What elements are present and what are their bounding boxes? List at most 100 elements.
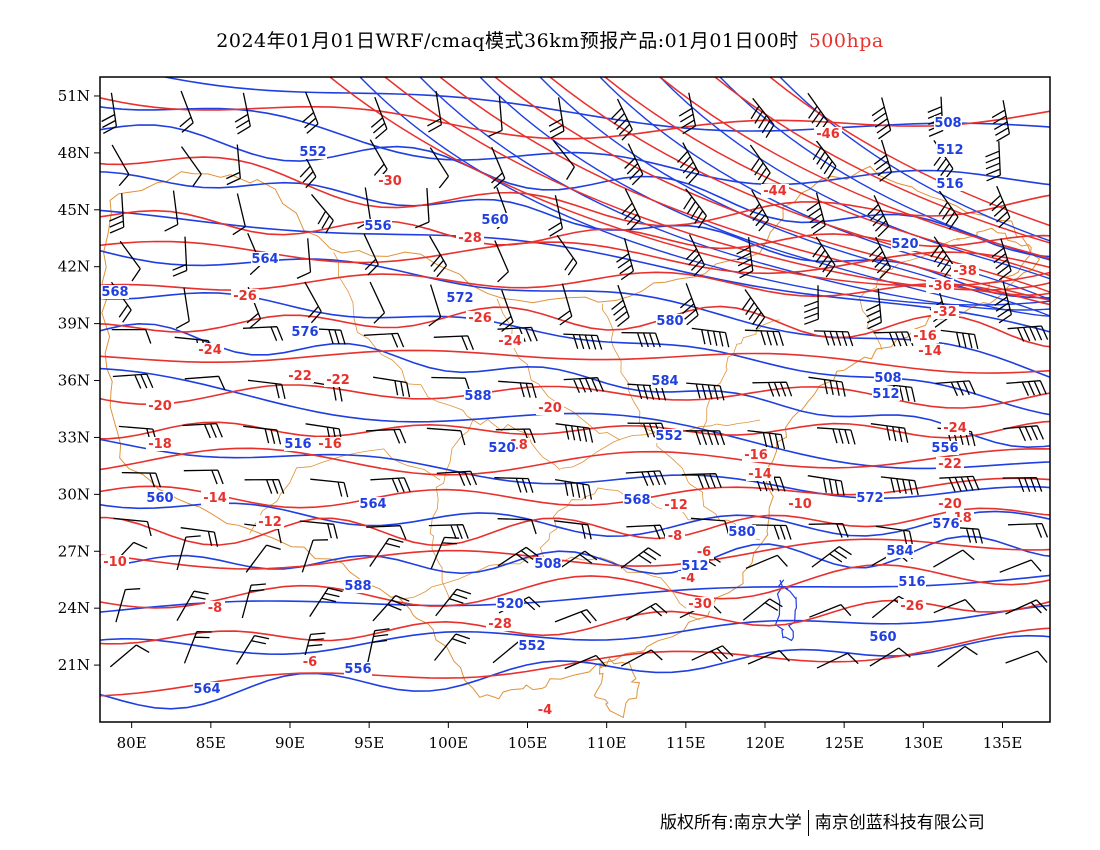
contour-label-bg [911,329,939,343]
contour-label-bg [872,387,900,401]
wind-barb [164,190,179,232]
height-contour [100,105,1050,186]
y-tick-label: 24N [58,599,90,617]
contour-label: 584 [651,374,678,389]
contour-label-bg [869,630,897,644]
contour-label: -46 [816,127,840,142]
contour-label: 580 [728,525,755,540]
temperature-contour [100,349,1050,374]
contour-label-bg [359,497,387,511]
wind-barb [880,476,919,496]
wind-barb [611,284,630,328]
wind-barb [627,383,667,401]
wind-barb [436,470,478,486]
contour-label-bg [284,437,312,451]
wind-barb [625,602,668,621]
wind-barb [869,236,891,279]
wind-barb [747,649,790,665]
footer-separator [807,810,809,836]
contour-label-bg [746,467,774,481]
contour-label: -26 [468,311,492,326]
contour-label-bg [932,517,960,531]
wind-barb [678,92,697,135]
contour-label: 516 [936,177,963,192]
wind-barb [933,549,975,568]
contour-label: -18 [148,437,172,452]
contour-label-bg [681,559,709,573]
wind-barb [679,283,699,326]
wind-barb [873,139,893,182]
contour-label: -14 [918,344,942,359]
title-level: 500hpa [808,30,884,52]
y-axis: 51N 48N 45N 42N 39N 36N 33N 30N 27N 24N 21N [58,87,100,674]
y-tick-label: 39N [58,315,90,333]
wind-barb [752,524,792,540]
taiwan-outline [774,579,798,642]
wind-barb [939,475,980,492]
contour-label: 564 [251,252,278,267]
temperature-contour [384,77,1050,291]
wind-barb [809,603,852,618]
wind-barb [625,470,667,486]
wind-barb [741,289,766,330]
contour-label-bg [201,491,229,505]
contour-label: 588 [464,389,491,404]
contour-label: 572 [856,491,883,506]
contour-label: -24 [943,421,967,436]
contour-label: 512 [681,559,708,574]
province-boundary [400,556,701,621]
wind-barb [366,525,407,540]
contour-label: 516 [898,575,925,590]
contour-label-bg [665,529,685,543]
contour-label-bg [101,285,129,299]
contour-label-bg [286,369,314,383]
temperature-contour [100,240,1050,275]
contour-label: -8 [668,529,682,544]
contour-label-bg [251,252,279,266]
temperature-contour [100,447,1050,476]
wind-barb [372,594,410,622]
y-tick-label: 51N [58,87,90,105]
wind-barb [816,652,859,669]
wind-barb [686,382,725,401]
x-tick-label: 120E [745,734,785,752]
wind-barb [428,524,469,540]
contour-label: -22 [326,373,350,388]
wind-barb [611,98,633,141]
contour-label-bg [536,401,564,415]
wind-barb [1002,477,1043,493]
wind-barb [435,588,472,617]
wind-barb [497,326,538,342]
country-boundary [101,165,1041,700]
contour-label: 520 [891,237,918,252]
contour-label-bg [936,177,964,191]
contour-label: -14 [748,467,772,482]
contour-label: 516 [284,437,311,452]
temperature-contour [100,563,1050,609]
wind-barb [624,143,644,186]
wind-barb [736,237,754,279]
wind-barb [865,288,882,330]
temperature-contour [604,77,1050,277]
contour-label: 588 [344,579,371,594]
wind-barb [564,654,607,670]
x-tick-label: 135E [983,734,1023,752]
contour-label-bg [941,421,969,435]
wind-barb [182,422,223,439]
wind-barb [109,193,125,234]
wind-barb [999,559,1042,573]
wind-barb [935,380,976,397]
contour-label: 560 [869,630,896,645]
contour-label: 520 [488,441,515,456]
contour-label-bg [951,264,979,278]
map-title: 2024年01月01日WRF/cmaq模式36km预报产品:01月01日00时 5… [0,26,1100,53]
wind-barb [184,375,226,391]
wind-barb [877,382,916,403]
wind-barb [937,188,959,230]
wind-barb [1005,650,1048,664]
contour-label: 512 [936,143,963,158]
y-tick-label: 27N [58,542,90,560]
wind-barb [176,535,201,571]
contour-label: 512 [872,387,899,402]
x-tick-label: 130E [904,734,944,752]
